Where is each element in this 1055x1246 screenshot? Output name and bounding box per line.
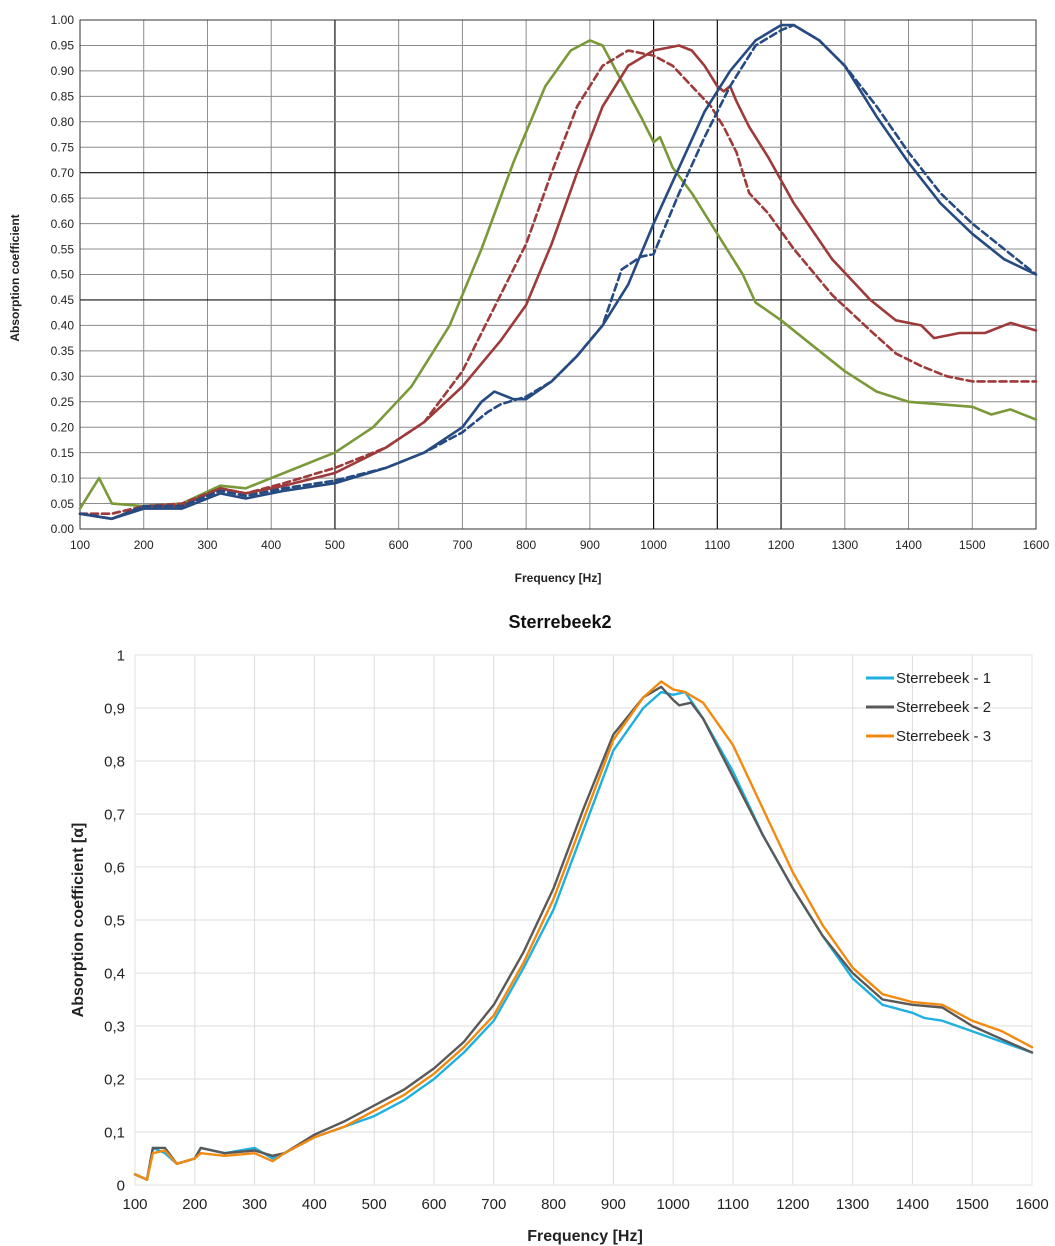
y-tick-label: 0.55 — [51, 242, 75, 256]
x-tick-label: 300 — [197, 538, 217, 552]
y-tick-label: 0,3 — [104, 1018, 125, 1035]
chart2-ticks: 100 200 300 400 500 600 700 800 900 1000 1100 1200 1… — [104, 647, 1049, 1213]
y-tick-label: 0.35 — [51, 344, 75, 358]
x-tick-label: 100 — [70, 538, 90, 552]
y-tick-label: 0,2 — [104, 1071, 125, 1088]
x-tick-label: 200 — [134, 538, 154, 552]
x-tick-label: 100 — [122, 1196, 147, 1213]
series-line-3 — [133, 680, 1034, 1181]
x-tick-label: 1200 — [768, 538, 795, 552]
x-tick-label: 1100 — [704, 538, 730, 552]
y-tick-label: 0 — [117, 1177, 125, 1194]
plot-area-frame — [134, 654, 1033, 1186]
x-tick-label: 500 — [325, 538, 345, 552]
chart2-legend: Sterrebeek - 1 Sterrebeek - 2 Sterrebeek -… — [866, 670, 991, 745]
y-tick-label: 0.30 — [51, 370, 75, 384]
chart2-x-axis-label: Frequency [Hz] — [527, 1228, 643, 1245]
chart1-grid — [79, 19, 1037, 530]
x-tick-label: 1500 — [956, 1196, 989, 1213]
chart1-ticks: 100 200 300 400 500 600 700 800 900 1000 1100 1200 1… — [51, 13, 1050, 552]
chart-sterrebeek2: Sterrebeek2 100 200 300 400 500 600 700 800 900 1… — [70, 612, 1049, 1245]
chart2-title: Sterrebeek2 — [508, 612, 611, 632]
y-tick-label: 0.70 — [51, 166, 75, 180]
series-line-3 — [78, 44, 1038, 521]
x-tick-label: 1400 — [895, 538, 922, 552]
y-tick-label: 0,4 — [104, 965, 125, 982]
y-tick-label: 0.50 — [51, 268, 75, 282]
x-tick-label: 900 — [601, 1196, 626, 1213]
x-tick-label: 700 — [452, 538, 472, 552]
x-tick-label: 600 — [389, 538, 409, 552]
x-tick-label: 1000 — [640, 538, 667, 552]
chart2-series — [133, 680, 1034, 1181]
y-tick-label: 0,6 — [104, 859, 125, 876]
y-tick-label: 0.15 — [51, 446, 75, 460]
y-tick-label: 1 — [117, 647, 125, 664]
y-tick-label: 0.10 — [51, 471, 75, 485]
y-tick-label: 1.00 — [51, 13, 75, 27]
y-tick-label: 0,9 — [104, 700, 125, 717]
series-line-1 — [78, 39, 1038, 510]
y-tick-label: 0,8 — [104, 753, 125, 770]
x-tick-label: 1200 — [776, 1196, 809, 1213]
legend-label: Sterrebeek - 1 — [896, 670, 991, 687]
x-tick-label: 600 — [421, 1196, 446, 1213]
x-tick-label: 1100 — [717, 1196, 749, 1213]
y-tick-label: 0.65 — [51, 191, 75, 205]
x-tick-label: 1600 — [1015, 1196, 1048, 1213]
chart1-y-axis-label: Absorption coefficient — [8, 214, 22, 341]
x-tick-label: 400 — [302, 1196, 327, 1213]
x-tick-label: 1400 — [896, 1196, 929, 1213]
y-tick-label: 0,1 — [104, 1124, 125, 1141]
x-tick-label: 800 — [541, 1196, 566, 1213]
series-line-4 — [78, 23, 1038, 521]
chart1-x-axis-label: Frequency [Hz] — [515, 571, 602, 585]
x-tick-label: 1300 — [836, 1196, 869, 1213]
y-tick-label: 0.95 — [51, 39, 75, 53]
x-tick-label: 1000 — [657, 1196, 690, 1213]
y-tick-label: 0.20 — [51, 420, 75, 434]
x-tick-label: 1500 — [959, 538, 986, 552]
y-tick-label: 0.80 — [51, 115, 75, 129]
y-tick-label: 0,5 — [104, 912, 125, 929]
x-tick-label: 300 — [242, 1196, 267, 1213]
chart2-y-axis-label: Absorption coefficient [α] — [70, 823, 87, 1018]
y-tick-label: 0.00 — [51, 522, 75, 536]
y-tick-label: 0.90 — [51, 64, 75, 78]
chart1-series — [78, 23, 1038, 521]
x-tick-label: 1600 — [1023, 538, 1050, 552]
series-line-5 — [78, 23, 1038, 521]
series-line-2 — [133, 685, 1034, 1181]
y-tick-label: 0.25 — [51, 395, 75, 409]
x-tick-label: 1300 — [831, 538, 858, 552]
legend-label: Sterrebeek - 3 — [896, 728, 991, 745]
y-tick-label: 0.40 — [51, 319, 75, 333]
y-tick-label: 0.45 — [51, 293, 75, 307]
x-tick-label: 800 — [516, 538, 536, 552]
legend-label: Sterrebeek - 2 — [896, 699, 991, 716]
y-tick-label: 0.05 — [51, 497, 75, 511]
x-tick-label: 700 — [481, 1196, 506, 1213]
x-tick-label: 900 — [580, 538, 600, 552]
y-tick-label: 0.60 — [51, 217, 75, 231]
y-tick-label: 0,7 — [104, 806, 125, 823]
x-tick-label: 500 — [362, 1196, 387, 1213]
x-tick-label: 400 — [261, 538, 281, 552]
y-tick-label: 0.85 — [51, 90, 75, 104]
chart-absorption-comparison: 100 200 300 400 500 600 700 800 900 1000 1100 1200 1… — [8, 13, 1050, 585]
y-tick-label: 0.75 — [51, 140, 75, 154]
x-tick-label: 200 — [182, 1196, 207, 1213]
